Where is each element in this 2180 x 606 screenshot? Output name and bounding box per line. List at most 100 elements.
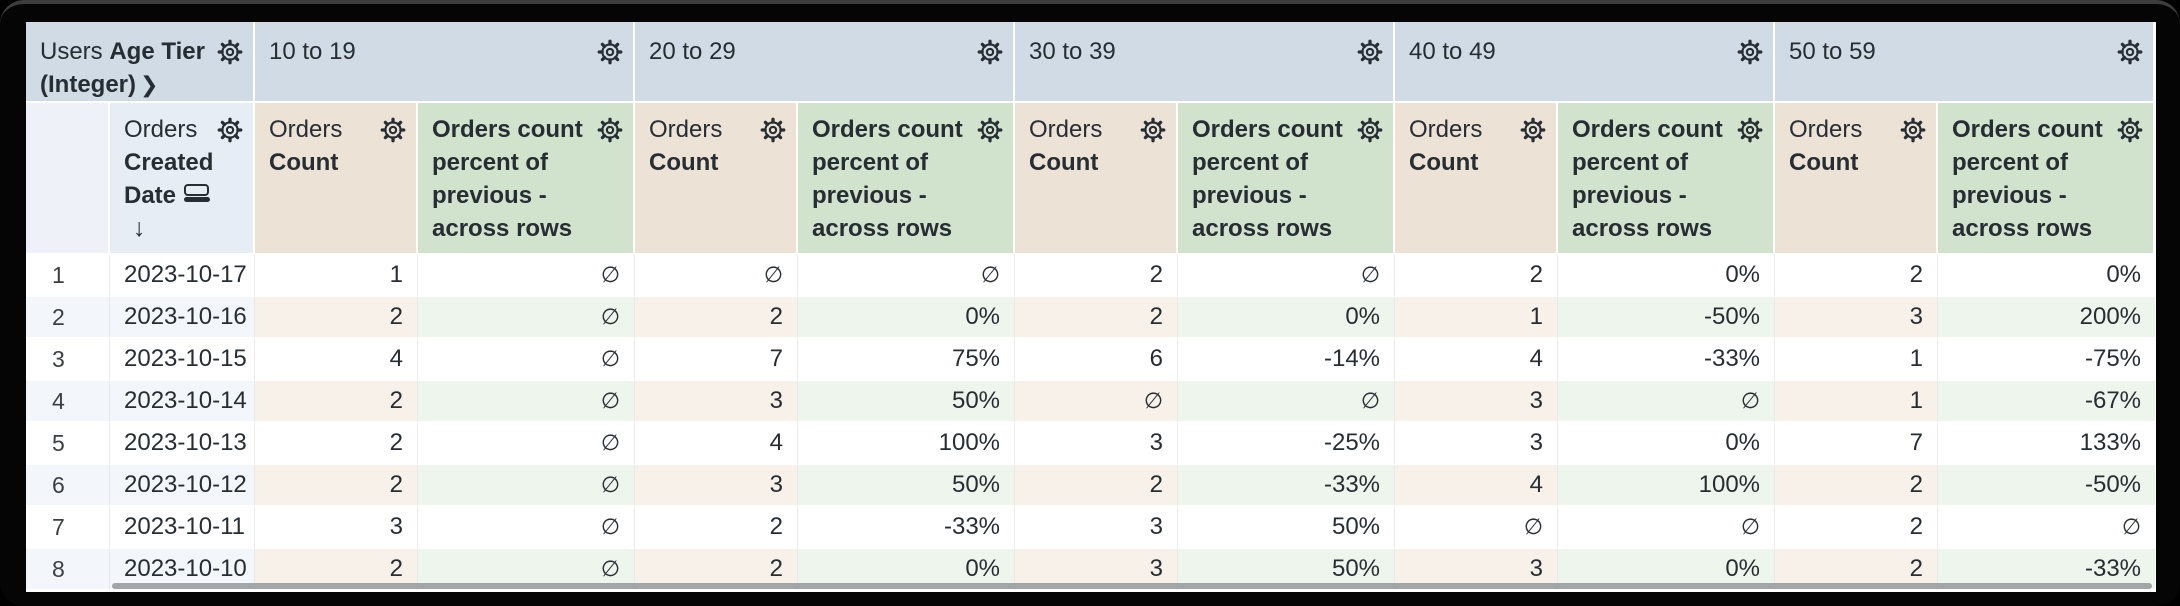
date-cell[interactable]: 2023-10-12 — [110, 465, 256, 507]
count-value-cell[interactable]: 2 — [635, 507, 799, 549]
count-value-cell[interactable]: 1 — [1775, 381, 1939, 423]
date-cell[interactable]: 2023-10-11 — [110, 507, 256, 549]
gear-icon[interactable] — [215, 115, 245, 145]
count-value-cell[interactable]: 3 — [1775, 297, 1939, 339]
date-cell[interactable]: 2023-10-16 — [110, 297, 256, 339]
percent-value-cell[interactable]: ∅ — [418, 381, 636, 423]
percent-value-cell[interactable]: ∅ — [1178, 381, 1396, 423]
count-value-cell[interactable]: 3 — [255, 507, 419, 549]
percent-of-previous-header[interactable]: Orders count percent of previous - acros… — [1178, 103, 1396, 255]
percent-value-cell[interactable]: ∅ — [418, 507, 636, 549]
date-cell[interactable]: 2023-10-17 — [110, 255, 256, 297]
count-value-cell[interactable]: 2 — [1395, 255, 1559, 297]
count-value-cell[interactable]: 2 — [1015, 255, 1179, 297]
percent-value-cell[interactable]: -33% — [1558, 339, 1776, 381]
percent-value-cell[interactable]: 133% — [1938, 423, 2156, 465]
percent-value-cell[interactable]: -33% — [1178, 465, 1396, 507]
gear-icon[interactable] — [2115, 115, 2145, 145]
count-value-cell[interactable]: 2 — [1775, 507, 1939, 549]
count-value-cell[interactable]: 3 — [1015, 423, 1179, 465]
percent-of-previous-header[interactable]: Orders count percent of previous - acros… — [418, 103, 636, 255]
count-value-cell[interactable]: 3 — [635, 465, 799, 507]
date-column-header[interactable]: Orders Created Date ↓ — [110, 103, 256, 255]
percent-value-cell[interactable]: 0% — [798, 297, 1016, 339]
gear-icon[interactable] — [1898, 115, 1928, 145]
count-value-cell[interactable]: 2 — [1775, 255, 1939, 297]
gear-icon[interactable] — [2115, 37, 2145, 67]
percent-value-cell[interactable]: 0% — [1938, 255, 2156, 297]
horizontal-scrollbar[interactable] — [26, 583, 2156, 590]
pivot-tier-header[interactable]: 10 to 19 — [255, 22, 636, 103]
count-value-cell[interactable]: 2 — [255, 423, 419, 465]
orders-count-header[interactable]: Orders Count — [635, 103, 799, 255]
orders-count-header[interactable]: Orders Count — [1015, 103, 1179, 255]
count-value-cell[interactable]: 2 — [255, 297, 419, 339]
count-value-cell[interactable]: 1 — [1395, 297, 1559, 339]
count-value-cell[interactable]: 4 — [1395, 465, 1559, 507]
percent-value-cell[interactable]: 200% — [1938, 297, 2156, 339]
gear-icon[interactable] — [1518, 115, 1548, 145]
count-value-cell[interactable]: 6 — [1015, 339, 1179, 381]
gear-icon[interactable] — [975, 115, 1005, 145]
count-value-cell[interactable]: 3 — [1395, 423, 1559, 465]
gear-icon[interactable] — [215, 37, 245, 67]
percent-value-cell[interactable]: -50% — [1558, 297, 1776, 339]
percent-value-cell[interactable]: ∅ — [1938, 507, 2156, 549]
count-value-cell[interactable]: 2 — [1015, 465, 1179, 507]
percent-value-cell[interactable]: ∅ — [798, 255, 1016, 297]
pivot-tier-header[interactable]: 40 to 49 — [1395, 22, 1776, 103]
count-value-cell[interactable]: ∅ — [1015, 381, 1179, 423]
percent-value-cell[interactable]: ∅ — [418, 255, 636, 297]
date-cell[interactable]: 2023-10-13 — [110, 423, 256, 465]
scrollbar-thumb[interactable] — [112, 583, 2152, 589]
count-value-cell[interactable]: 3 — [1015, 507, 1179, 549]
count-value-cell[interactable]: 2 — [635, 297, 799, 339]
count-value-cell[interactable]: 4 — [635, 423, 799, 465]
percent-value-cell[interactable]: -25% — [1178, 423, 1396, 465]
count-value-cell[interactable]: 4 — [1395, 339, 1559, 381]
count-value-cell[interactable]: ∅ — [635, 255, 799, 297]
gear-icon[interactable] — [595, 115, 625, 145]
percent-value-cell[interactable]: 0% — [1558, 255, 1776, 297]
percent-of-previous-header[interactable]: Orders count percent of previous - acros… — [798, 103, 1016, 255]
percent-value-cell[interactable]: -75% — [1938, 339, 2156, 381]
gear-icon[interactable] — [975, 37, 1005, 67]
count-value-cell[interactable]: 2 — [255, 465, 419, 507]
count-value-cell[interactable]: 1 — [255, 255, 419, 297]
count-value-cell[interactable]: ∅ — [1395, 507, 1559, 549]
percent-value-cell[interactable]: 50% — [1178, 507, 1396, 549]
percent-value-cell[interactable]: ∅ — [418, 297, 636, 339]
percent-value-cell[interactable]: ∅ — [1558, 507, 1776, 549]
gear-icon[interactable] — [378, 115, 408, 145]
count-value-cell[interactable]: 7 — [1775, 423, 1939, 465]
percent-value-cell[interactable]: 0% — [1178, 297, 1396, 339]
expand-chevron-icon[interactable]: ❯ — [140, 72, 159, 97]
count-value-cell[interactable]: 1 — [1775, 339, 1939, 381]
count-value-cell[interactable]: 2 — [1775, 465, 1939, 507]
gear-icon[interactable] — [1735, 37, 1765, 67]
percent-value-cell[interactable]: ∅ — [1558, 381, 1776, 423]
percent-value-cell[interactable]: 50% — [798, 465, 1016, 507]
percent-value-cell[interactable]: -33% — [798, 507, 1016, 549]
percent-of-previous-header[interactable]: Orders count percent of previous - acros… — [1558, 103, 1776, 255]
pivot-tier-header[interactable]: 30 to 39 — [1015, 22, 1396, 103]
percent-value-cell[interactable]: 50% — [798, 381, 1016, 423]
percent-value-cell[interactable]: -14% — [1178, 339, 1396, 381]
count-value-cell[interactable]: 4 — [255, 339, 419, 381]
percent-value-cell[interactable]: 100% — [798, 423, 1016, 465]
percent-value-cell[interactable]: 75% — [798, 339, 1016, 381]
gear-icon[interactable] — [1735, 115, 1765, 145]
percent-value-cell[interactable]: 0% — [1558, 423, 1776, 465]
pivot-tier-header[interactable]: 50 to 59 — [1775, 22, 2156, 103]
count-value-cell[interactable]: 3 — [1395, 381, 1559, 423]
count-value-cell[interactable]: 2 — [1015, 297, 1179, 339]
count-value-cell[interactable]: 7 — [635, 339, 799, 381]
count-value-cell[interactable]: 3 — [635, 381, 799, 423]
gear-icon[interactable] — [758, 115, 788, 145]
orders-count-header[interactable]: Orders Count — [1395, 103, 1559, 255]
orders-count-header[interactable]: Orders Count — [1775, 103, 1939, 255]
pivot-tier-header[interactable]: 20 to 29 — [635, 22, 1016, 103]
gear-icon[interactable] — [1355, 115, 1385, 145]
percent-value-cell[interactable]: ∅ — [418, 423, 636, 465]
percent-value-cell[interactable]: -50% — [1938, 465, 2156, 507]
